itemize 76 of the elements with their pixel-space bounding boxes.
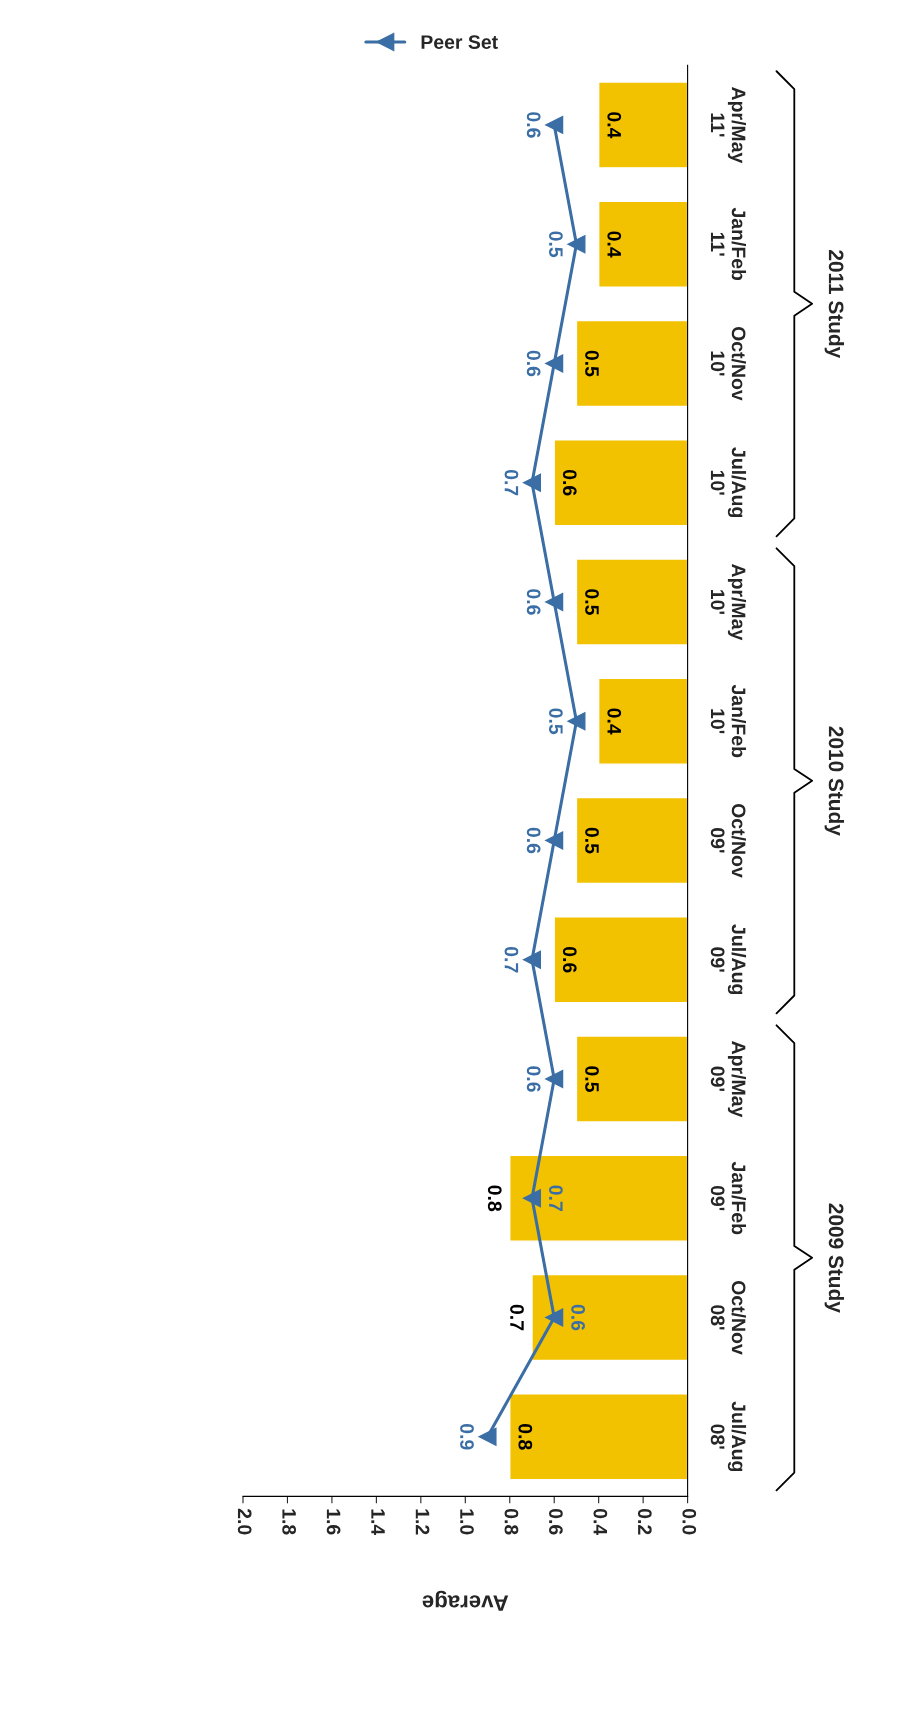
data-label: 0.6	[526, 350, 541, 377]
bar	[553, 916, 688, 1004]
x-tick-label: 0.0	[682, 1508, 697, 1535]
y-tick-label: Jul/Aug 08'	[710, 1401, 747, 1472]
text: 2011 Study	[824, 250, 845, 359]
y-tick-label: Apr/May 10'	[710, 564, 747, 641]
point	[545, 115, 564, 134]
x-tick-label: 0.8	[504, 1508, 519, 1535]
data-label: 0.7	[504, 946, 519, 973]
y-tick-label: Oct/Nov 09'	[710, 803, 747, 878]
data-label: 0.6	[526, 112, 541, 138]
bar	[575, 319, 688, 408]
bar	[509, 1393, 688, 1481]
data-label: 0.6	[526, 827, 541, 854]
x-tick-label: 2.0	[237, 1508, 252, 1535]
point	[522, 1189, 542, 1208]
point	[522, 950, 542, 969]
y-tick-label: Apr/May 11'	[710, 87, 747, 164]
x-tick-label: 0.4	[593, 1508, 608, 1536]
y-tick-label: Jan/Feb 09'	[710, 1161, 747, 1235]
data-label: 0.6	[526, 1066, 541, 1092]
point	[545, 1069, 564, 1089]
data-label: 0.9	[460, 1424, 474, 1450]
point	[545, 592, 564, 611]
legend-label: Peer Set	[421, 35, 498, 49]
data-label: 0.5	[585, 350, 599, 377]
data-label: 0.4	[607, 112, 622, 139]
data-label: 0.8	[487, 1185, 502, 1212]
data-label: 0.8	[518, 1424, 533, 1450]
point	[522, 473, 542, 492]
data-label: 0.4	[607, 708, 622, 735]
data-label: 0.5	[585, 589, 599, 615]
bar	[509, 1154, 688, 1242]
point	[545, 354, 564, 373]
bar	[597, 200, 688, 288]
y-tick-label: Jan/Feb 11'	[710, 207, 747, 281]
bar	[597, 81, 688, 169]
data-label: 0.5	[549, 708, 563, 735]
data-label: 0.7	[504, 469, 519, 496]
data-label: 0.7	[548, 1185, 563, 1211]
x-tick-label: 0.2	[637, 1508, 652, 1535]
data-label: 0.6	[526, 589, 541, 615]
data-label: 0.5	[585, 827, 599, 854]
data-label: 0.6	[571, 1304, 585, 1331]
data-label: 0.5	[585, 1066, 599, 1092]
point	[478, 1427, 497, 1446]
y-tick-label: Oct/Nov 08'	[710, 1281, 747, 1355]
x-tick-label: 1.4	[371, 1509, 385, 1536]
x-tick-label: 1.2	[415, 1509, 430, 1535]
data-label: 0.6	[562, 946, 577, 973]
bar	[553, 439, 688, 527]
x-tick-label: 1.6	[326, 1509, 341, 1535]
data-label: 0.7	[510, 1304, 524, 1331]
x-axis-title: Average	[422, 1590, 509, 1611]
point	[567, 235, 586, 254]
bar	[575, 796, 688, 885]
bar	[575, 558, 688, 646]
text: 2010 Study	[824, 726, 845, 836]
point	[545, 831, 564, 850]
point	[567, 712, 586, 731]
bar	[531, 1273, 688, 1362]
bar	[597, 677, 688, 765]
x-tick-label: 1.8	[282, 1509, 297, 1535]
data-label: 0.6	[562, 469, 577, 496]
x-tick-label: 1.0	[460, 1509, 474, 1535]
y-tick-label: Jan/Feb 10'	[710, 684, 747, 758]
text: 2009 Study	[824, 1203, 845, 1313]
y-tick-label: Jul/Aug 10'	[710, 447, 747, 518]
point	[545, 1308, 564, 1327]
data-label: 0.5	[549, 231, 563, 258]
bar	[575, 1035, 688, 1123]
data-label: 0.4	[607, 231, 622, 258]
y-tick-label: Oct/Nov 10'	[710, 326, 747, 401]
y-tick-label: Apr/May 09'	[710, 1041, 747, 1118]
x-tick-label: 0.6	[549, 1508, 563, 1535]
y-tick-label: Jul/Aug 09'	[710, 924, 747, 995]
